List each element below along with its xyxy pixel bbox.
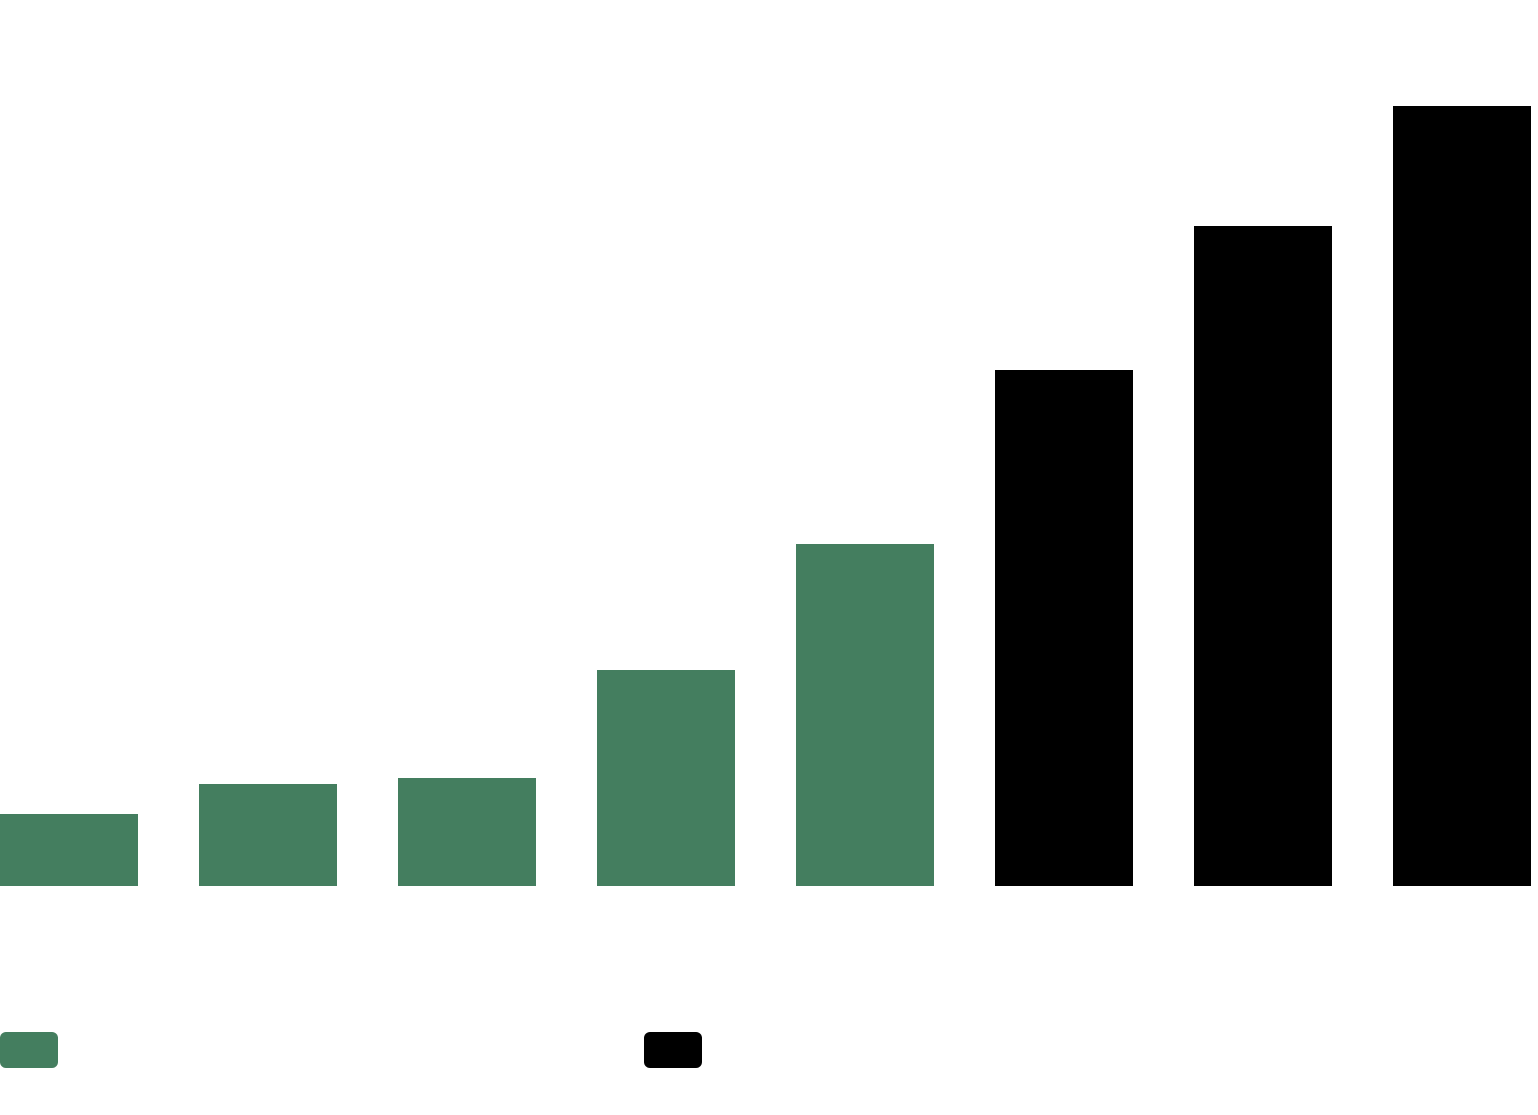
legend — [0, 1032, 702, 1068]
bars-layer — [0, 106, 1531, 886]
bar-7 — [1194, 226, 1332, 886]
bar-4 — [597, 670, 735, 886]
bar-1 — [0, 814, 138, 886]
bar-3 — [398, 778, 536, 886]
legend-swatch-1 — [0, 1032, 58, 1068]
legend-swatch-2 — [644, 1032, 702, 1068]
bar-6 — [995, 370, 1133, 886]
bar-5 — [796, 544, 934, 886]
bar-2 — [199, 784, 337, 886]
bar-8 — [1393, 106, 1531, 886]
